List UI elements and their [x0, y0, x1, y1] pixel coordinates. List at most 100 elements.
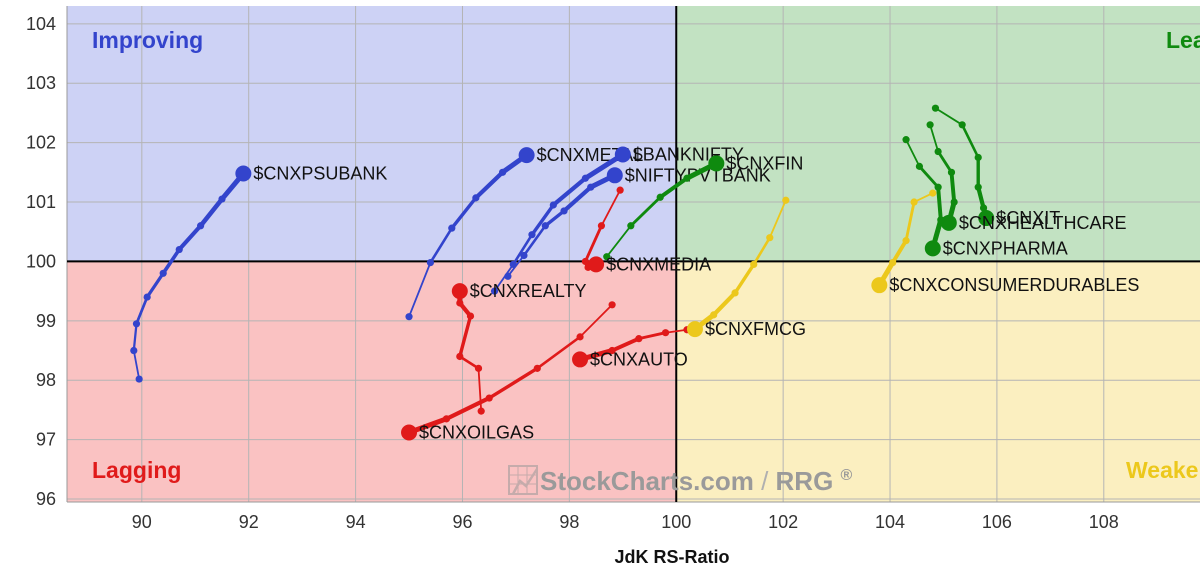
tail-point — [405, 313, 413, 321]
tail-point — [603, 253, 611, 261]
series-label: $CNXAUTO — [590, 349, 688, 369]
tail-point — [498, 168, 507, 176]
tail-point — [635, 335, 643, 343]
tail-point — [597, 222, 606, 230]
tail-segment — [487, 366, 540, 400]
tail-point — [974, 183, 982, 191]
tail-segment — [929, 123, 940, 153]
tail-segment — [605, 224, 632, 258]
y-tick-label: 97 — [36, 430, 56, 450]
tail-segment — [733, 262, 756, 295]
improving-quadrant — [67, 6, 677, 262]
tail-point — [448, 224, 456, 232]
tail-segment — [934, 107, 964, 126]
series-head-marker — [686, 321, 703, 338]
tail-point — [766, 234, 774, 242]
tail-segment — [583, 224, 603, 263]
series-head-marker — [588, 256, 605, 273]
series-head-marker — [924, 240, 941, 257]
tail-segment — [600, 189, 622, 227]
tail-segment — [135, 295, 149, 326]
tail-segment — [637, 331, 668, 341]
series-label: $CNXCONSUMERDURABLES — [889, 275, 1139, 295]
tail-point — [442, 415, 451, 423]
tail-point — [175, 245, 183, 254]
tail-segment — [458, 355, 480, 370]
tail-point — [159, 269, 167, 277]
tail-segment — [579, 303, 614, 338]
series-tail: $CNXCONSUMERDURABLES — [871, 189, 1139, 295]
tail-point — [934, 147, 942, 156]
tail-segment — [890, 238, 909, 265]
series-tail: $CNXPHARMA — [902, 136, 1068, 258]
tail-point — [902, 237, 910, 245]
tail-point — [197, 222, 205, 230]
series-layer: $CNXPSUBANK$CNXMETAL$BANKNIFTY$NIFTYPVTB… — [130, 104, 1139, 443]
tail-segment — [429, 226, 454, 264]
tail-point — [710, 311, 718, 319]
y-tick-label: 98 — [36, 370, 56, 390]
tail-point — [560, 207, 568, 215]
y-tick-label: 96 — [36, 489, 56, 509]
tail-point — [889, 259, 897, 267]
series-label: $CNXPHARMA — [943, 238, 1068, 258]
series-label: $CNXFIN — [726, 153, 803, 173]
tail-point — [135, 375, 143, 383]
tail-segment — [493, 263, 515, 293]
x-tick-label: 108 — [1089, 512, 1119, 532]
tail-segment — [629, 195, 662, 228]
tail-segment — [458, 314, 473, 359]
tail-point — [528, 231, 536, 239]
tail-point — [477, 407, 485, 415]
tail-segment — [145, 271, 165, 299]
tail-segment — [530, 203, 556, 237]
series-label: $CNXFMCG — [705, 319, 806, 339]
series-tail: $CNXOILGAS — [401, 301, 616, 443]
x-tick-label: 94 — [346, 512, 366, 532]
tail-segment — [561, 185, 593, 214]
series-tail: $CNXHEALTHCARE — [926, 121, 1127, 233]
tail-segment — [161, 247, 182, 276]
tail-segment — [711, 290, 738, 317]
tail-point — [656, 193, 664, 201]
tail-point — [731, 289, 739, 297]
tail-segment — [507, 254, 525, 278]
stockcharts-watermark: StockCharts.com / RRG ® — [508, 465, 853, 496]
tail-segment — [444, 395, 492, 421]
series-tail: $CNXFIN — [603, 153, 803, 261]
y-tick-label: 104 — [26, 14, 56, 34]
tail-point — [910, 198, 918, 206]
tail-point — [541, 222, 549, 230]
x-tick-label: 104 — [875, 512, 905, 532]
tail-point — [926, 121, 934, 129]
improving-label: Improving — [92, 27, 203, 53]
series-head-marker — [518, 147, 535, 164]
series-head-marker — [978, 210, 995, 227]
tail-point — [929, 189, 937, 197]
tail-segment — [522, 224, 547, 257]
center-axes — [67, 6, 1200, 502]
tail-point — [902, 136, 910, 144]
series-tail: $CNXMEDIA — [581, 186, 711, 274]
series-head-marker — [572, 351, 589, 368]
tail-point — [533, 364, 541, 372]
watermark-brand: StockCharts.com — [540, 466, 754, 496]
x-tick-label: 98 — [559, 512, 579, 532]
series-head-marker — [614, 146, 631, 163]
series-tail: $CNXREALTY — [451, 281, 587, 415]
tail-segment — [198, 196, 225, 229]
tail-point — [608, 301, 616, 309]
quadrant-backgrounds — [67, 6, 1200, 502]
tail-point — [958, 121, 966, 129]
y-tick-label: 102 — [26, 133, 56, 153]
tail-segment — [610, 336, 641, 353]
series-head-marker — [708, 155, 725, 172]
tail-point — [485, 394, 493, 402]
tail-segment — [905, 138, 921, 168]
tail-point — [218, 195, 226, 203]
tail-segment — [936, 185, 943, 222]
tail-point — [931, 104, 940, 112]
x-tick-label: 90 — [132, 512, 152, 532]
y-tick-label: 99 — [36, 311, 56, 331]
